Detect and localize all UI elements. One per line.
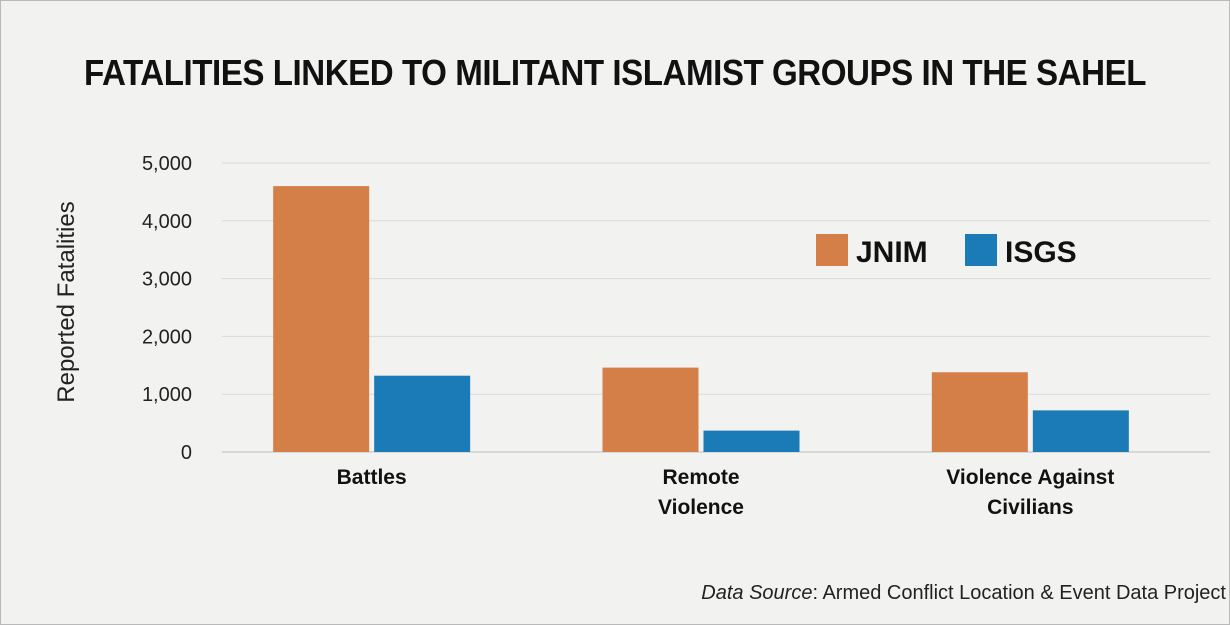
y-tick-label: 2,000 [142,326,192,348]
y-tick-labels: 0 1,000 2,000 3,000 4,000 5,000 [142,153,192,464]
y-axis-label: Reported Fatalities [53,201,80,402]
bars [273,186,1129,452]
bar-jnim-0 [273,186,370,452]
category-label: Battles [337,466,407,489]
y-tick-label: 0 [181,442,192,464]
category-labels: Battles Remote Violence Violence Against Civ… [337,466,1115,519]
gridlines [222,162,1210,453]
bar-isgs-1 [703,430,800,452]
legend-swatch-isgs [965,234,997,266]
y-tick-label: 5,000 [142,153,192,175]
legend-label-isgs: ISGS [1005,236,1077,269]
bar-jnim-1 [602,367,699,452]
data-source-text: : Armed Conflict Location & Event Data P… [812,582,1226,604]
y-tick-label: 1,000 [142,384,192,406]
y-tick-label: 3,000 [142,269,192,291]
category-label: Violence Against Civilians [946,466,1114,519]
data-source-note: Data Source: Armed Conflict Location & E… [701,582,1226,605]
legend: JNIM ISGS [816,234,1077,269]
legend-label-jnim: JNIM [856,236,928,269]
chart-title: FATALITIES LINKED TO MILITANT ISLAMIST G… [84,52,1146,93]
legend-swatch-jnim [816,234,848,266]
y-tick-label: 4,000 [142,211,192,233]
bar-isgs-2 [1032,410,1129,452]
data-source-label: Data Source [701,582,813,604]
category-label: Remote Violence [658,466,744,519]
bar-jnim-2 [931,372,1028,452]
bar-isgs-0 [374,375,471,452]
